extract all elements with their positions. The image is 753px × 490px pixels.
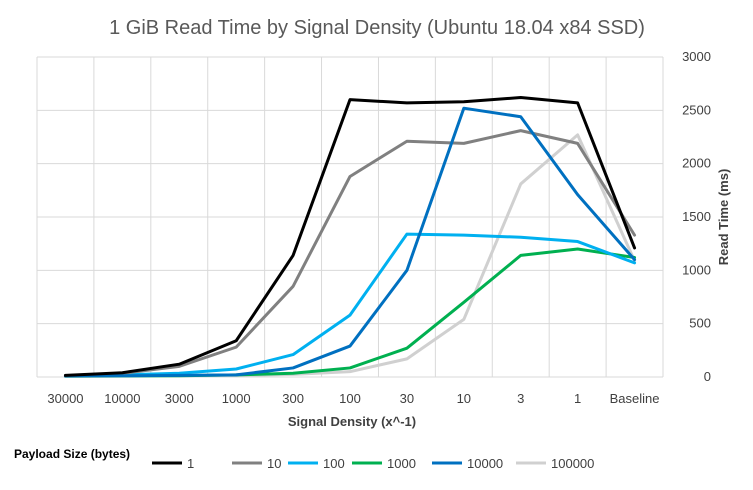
- x-tick-label: 10000: [104, 391, 140, 406]
- legend: 1 10 100 1000 10000 100000: [152, 456, 594, 471]
- x-axis-ticks: 30000 10000 3000 1000 300 100 30 10 3 1 Baseline: [47, 391, 659, 406]
- x-tick-label: 30000: [47, 391, 83, 406]
- x-tick-label: 100: [339, 391, 361, 406]
- legend-label-100000: 100000: [551, 456, 594, 471]
- x-tick-label: 30: [400, 391, 414, 406]
- y-tick-label: 3000: [682, 49, 711, 64]
- chart-title: 1 GiB Read Time by Signal Density (Ubunt…: [109, 17, 645, 39]
- y-tick-label: 1500: [682, 209, 711, 224]
- legend-label-1: 1: [187, 456, 194, 471]
- y-axis-ticks: 0 500 1000 1500 2000 2500 3000: [682, 49, 711, 384]
- x-tick-label: 3000: [165, 391, 194, 406]
- grid: [36, 56, 664, 378]
- series-lines: [63, 96, 637, 378]
- x-tick-label: 10: [457, 391, 471, 406]
- legend-label-1000: 1000: [387, 456, 416, 471]
- y-tick-label: 1000: [682, 262, 711, 277]
- series-line-10: [63, 129, 637, 378]
- legend-label-10: 10: [267, 456, 281, 471]
- x-tick-label: 1: [574, 391, 581, 406]
- x-tick-label: 300: [282, 391, 304, 406]
- x-tick-label: Baseline: [610, 391, 660, 406]
- series-line-100: [63, 232, 637, 378]
- y-tick-label: 2500: [682, 102, 711, 117]
- legend-title: Payload Size (bytes): [14, 447, 130, 461]
- legend-label-10000: 10000: [467, 456, 503, 471]
- x-axis-title: Signal Density (x^-1): [288, 414, 416, 429]
- series-line-1: [63, 96, 637, 377]
- y-tick-label: 2000: [682, 156, 711, 171]
- x-tick-label: 1000: [222, 391, 251, 406]
- y-axis-title: Read Time (ms): [716, 169, 731, 266]
- legend-label-100: 100: [323, 456, 345, 471]
- x-tick-label: 3: [517, 391, 524, 406]
- y-tick-label: 500: [689, 316, 711, 331]
- series-line-10000: [63, 106, 637, 378]
- y-tick-label: 0: [704, 369, 711, 384]
